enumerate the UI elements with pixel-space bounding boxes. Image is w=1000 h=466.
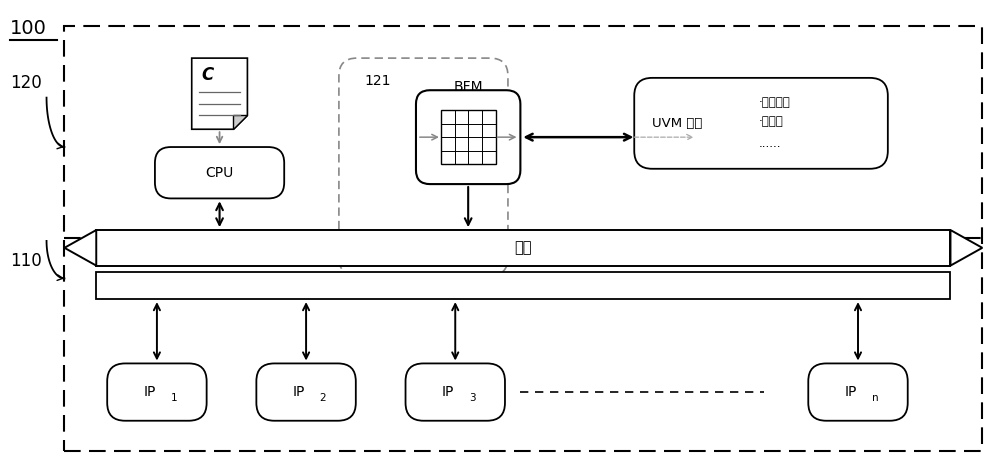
FancyBboxPatch shape — [634, 78, 888, 169]
Text: IP: IP — [293, 385, 305, 399]
Text: ·覆盖率: ·覆盖率 — [759, 116, 783, 129]
Polygon shape — [192, 58, 247, 129]
Text: IP: IP — [845, 385, 857, 399]
Polygon shape — [950, 230, 982, 266]
FancyBboxPatch shape — [107, 363, 207, 421]
Text: IP: IP — [144, 385, 156, 399]
Text: CPU: CPU — [205, 166, 234, 180]
Polygon shape — [64, 230, 96, 266]
Text: 120: 120 — [10, 74, 41, 92]
Text: ·约束随机: ·约束随机 — [759, 96, 790, 109]
Text: UVM 用例: UVM 用例 — [652, 117, 703, 130]
Bar — [96, 272, 950, 299]
Text: 总线: 总线 — [515, 240, 532, 255]
Text: 121: 121 — [365, 74, 391, 88]
FancyBboxPatch shape — [406, 363, 505, 421]
Text: IP: IP — [442, 385, 454, 399]
Polygon shape — [233, 116, 247, 129]
FancyBboxPatch shape — [155, 147, 284, 199]
FancyBboxPatch shape — [808, 363, 908, 421]
Text: ......: ...... — [759, 137, 781, 150]
Text: 1: 1 — [171, 393, 177, 403]
FancyBboxPatch shape — [416, 90, 520, 184]
Text: 110: 110 — [10, 252, 41, 270]
Bar — [441, 110, 496, 164]
Text: 2: 2 — [320, 393, 326, 403]
Text: 100: 100 — [10, 20, 47, 38]
Text: n: n — [872, 393, 878, 403]
Bar — [96, 230, 950, 266]
Text: C: C — [202, 66, 214, 84]
FancyBboxPatch shape — [256, 363, 356, 421]
Text: BFM: BFM — [453, 80, 483, 94]
Text: 3: 3 — [469, 393, 475, 403]
